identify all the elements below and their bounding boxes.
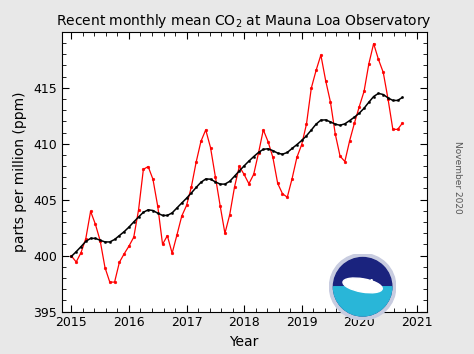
Circle shape [329,253,396,320]
Wedge shape [333,287,392,316]
Title: Recent monthly mean CO$_2$ at Mauna Loa Observatory: Recent monthly mean CO$_2$ at Mauna Loa … [56,12,432,30]
Y-axis label: parts per million (ppm): parts per million (ppm) [13,91,27,252]
Text: NOAA: NOAA [350,279,375,288]
X-axis label: Year: Year [229,335,259,349]
Circle shape [333,258,392,316]
Ellipse shape [343,278,382,293]
Text: November 2020: November 2020 [453,141,462,213]
